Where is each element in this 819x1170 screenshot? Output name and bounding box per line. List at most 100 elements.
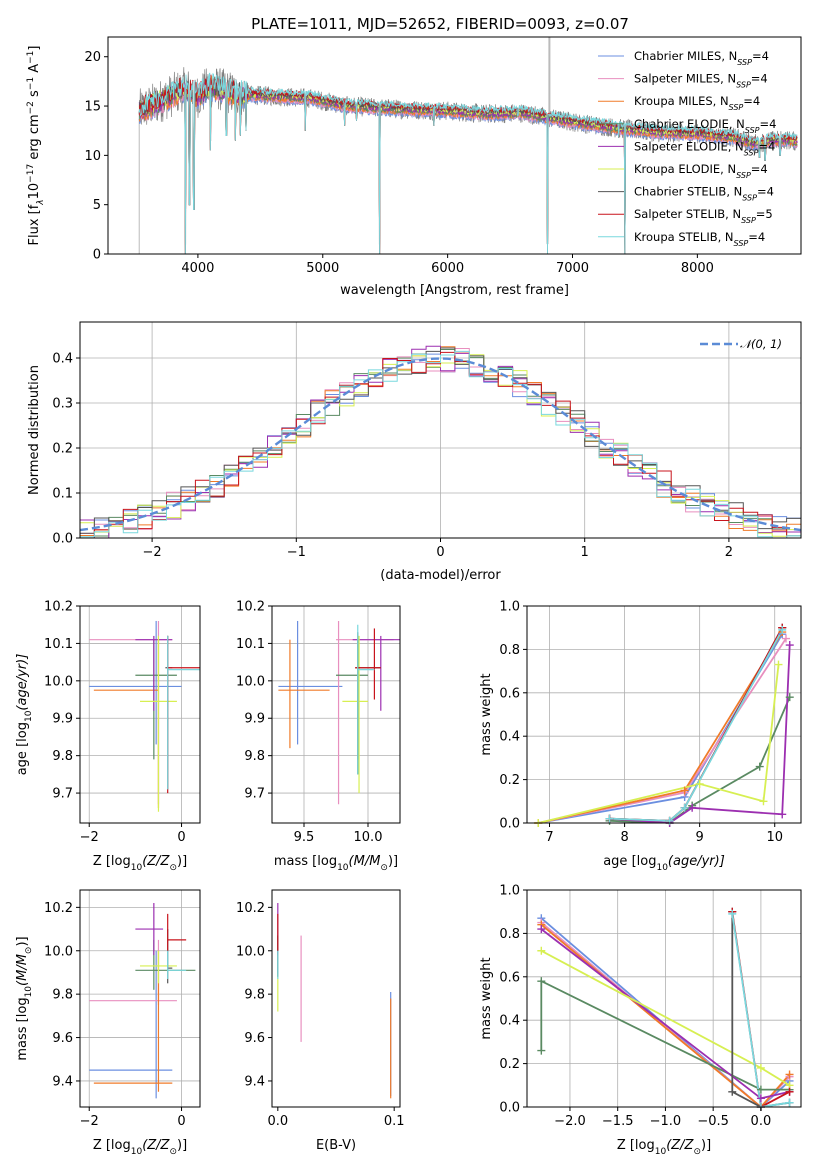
x-tick-label: 8000 [681,261,714,276]
y-tick-label: 9.7 [52,787,73,802]
residual-histogram [80,347,801,534]
y-axis-label-part: s [27,90,42,101]
legend-entry: Kroupa STELIB, NSSP=4 [634,230,765,248]
x-axis-label: (data-model)/error [380,568,501,583]
spectrum-panel: 4000 5000 6000 7000 8000 0 5 10 15 20 wavelength [… [26,36,802,298]
x-axis-label-part: )] [701,1138,711,1153]
plot-area [89,620,200,812]
mass_vs_Z-panel: −2 09.49.69.810.010.2Z [log10(Z/Z⊙)]mass … [15,889,201,1157]
legend-entry: 𝒩(0, 1) [740,337,782,351]
legend-sub: SSP [745,125,760,134]
legend-entry: Chabrier STELIB, NSSP=4 [634,185,774,203]
y-tick-label: 0.0 [52,532,73,547]
legend-entry: Salpeter ELODIE, NSSP=4 [634,139,775,157]
weight-marker [537,1046,546,1055]
plot-area [89,903,196,1099]
y-axis-label: mass weight [479,957,494,1039]
y-tick-label: 10.1 [44,637,73,652]
y-tick-label: 10.2 [236,600,265,615]
weight-marker [728,909,737,918]
model-spectrum [138,72,798,254]
weight-line [538,664,780,823]
x-axis-label-part: (Z/Z [666,1138,694,1153]
y-tick-label: 1.0 [499,884,520,899]
x-axis-label-part: ⊙ [169,863,177,873]
legend-value: =4 [751,162,768,176]
y-tick-label: 10.2 [236,901,265,916]
age_vs_Z-panel: −2 09.79.89.910.010.110.2Z [log10(Z/Z⊙)]a… [15,600,201,873]
plot-area [278,620,400,805]
plot-area [538,627,791,823]
mass_weight_vs_Z-panel: −2.0 −1.5 −1.0 −0.5 0.0 0.0 0.2 0.4 0.6 0.8 1.0 Z [… [479,884,802,1157]
x-axis-label-part: mass [log [274,854,337,869]
y-axis-label-part: 10 [24,986,34,998]
y-tick-label: 0 [93,248,101,263]
y-axis-label-part: ] [27,46,42,51]
weight-marker [680,786,689,795]
y-tick-label: 9.9 [52,712,73,727]
plot-area [138,37,798,254]
weight-marker [774,660,783,669]
y-axis-label-part: age [log [15,722,30,775]
x-tick-label: 0.0 [267,1114,288,1129]
legend-sub: SSP [744,148,759,157]
axes-frame [526,889,802,1108]
y-axis-label: age [log10(age/yr)] [15,654,34,776]
y-tick-label: 10.2 [44,901,73,916]
weight-marker [537,946,546,955]
axes-frame [107,36,802,255]
x-axis-label-part: (Z/Z [142,854,170,869]
weight-marker [755,762,764,771]
y-tick-label: 9.6 [244,1031,265,1046]
x-tick-label: 5000 [306,261,339,276]
x-axis-label: mass [log10(M/M⊙)] [274,854,398,873]
x-axis-label: age [log10(age/yr)] [603,854,725,873]
weight-marker [778,625,787,634]
legend-value: =4 [751,72,768,86]
y-tick-label: 0.4 [499,730,520,745]
y-tick-label: 10.2 [44,600,73,615]
x-tick-label: −1.0 [650,1114,682,1129]
legend-entry: Chabrier ELODIE, NSSP=4 [634,117,776,135]
y-tick-label: 10.0 [236,944,265,959]
y-tick-label: 9.4 [244,1074,265,1089]
residual-histogram [80,350,801,538]
y-tick-label: 9.8 [244,749,265,764]
y-axis-label: mass [log10(M/M⊙)] [15,936,34,1060]
y-axis-label-part: mass [log [15,997,30,1060]
weight-line [540,979,790,1091]
x-axis-label-part: (M/M [349,854,381,869]
weight-marker [756,1063,765,1072]
y-tick-label: 0.2 [499,1057,520,1072]
y-tick-label: 10 [84,149,101,164]
weight-marker [680,803,689,812]
y-tick-label: 10.0 [44,944,73,959]
plot-area [277,903,392,1099]
axes-frame [79,605,201,824]
y-tick-label: 0.0 [499,817,520,832]
legend-entry: Kroupa MILES, NSSP=4 [634,94,760,112]
x-axis-label-part: ⊙ [693,1147,701,1157]
weight-marker [785,1070,794,1079]
weight-marker [688,803,697,812]
mass_vs_ebv-panel: 0.0 0.1 9.4 9.6 9.8 10.0 10.2 E(B-V) [236,889,405,1153]
legend-sub: SSP [741,216,756,225]
y-axis-label-part: ⊙ [24,947,34,955]
figure-title: PLATE=1011, MJD=52652, FIBERID=0093, z=0… [251,15,629,33]
x-axis-label-part: ⊙ [169,1147,177,1157]
axes-frame [79,889,201,1108]
y-tick-label: 9.4 [52,1074,73,1089]
x-tick-label: −0.5 [697,1114,729,1129]
legend-name: Chabrier STELIB, N [634,185,742,199]
normal-curve [80,357,801,532]
x-axis-label: Z [log10(Z/Z⊙)] [617,1138,711,1157]
weight-marker [728,1087,737,1096]
x-tick-label: −1 [287,545,306,560]
x-axis-label-part: )] [177,1138,187,1153]
y-tick-label: 0.2 [499,773,520,788]
y-axis-label-part: −2 [26,101,36,114]
y-tick-label: 10.1 [236,637,265,652]
x-axis-label-part: age [log [603,854,656,869]
